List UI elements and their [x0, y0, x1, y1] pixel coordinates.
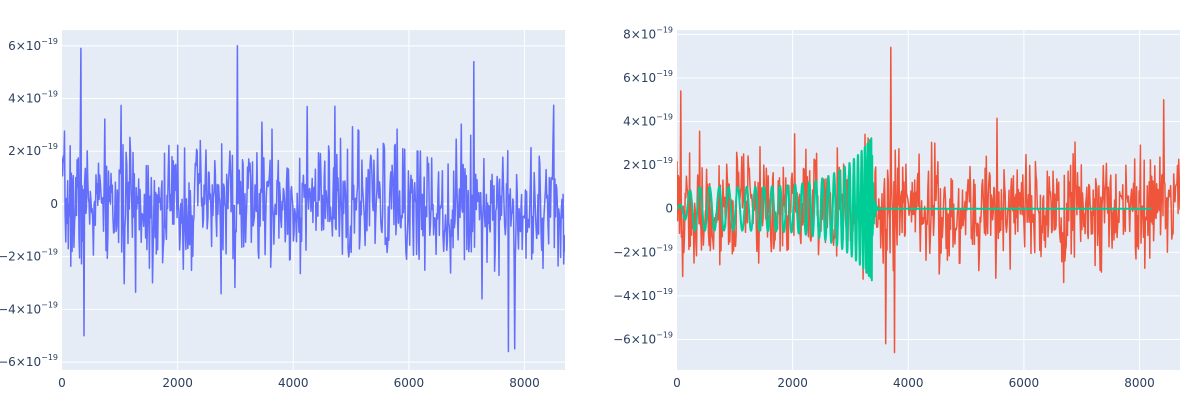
y-tick-label: −4×10−19 [613, 287, 673, 303]
y-tick-label: 6×10−19 [8, 37, 58, 53]
y-tick-label: −6×10−19 [613, 330, 673, 346]
y-tick-label: 2×10−19 [623, 156, 673, 172]
y-tick-label: 2×10−19 [8, 142, 58, 158]
y-tick-label: 4×10−19 [623, 113, 673, 129]
x-tick-label: 0 [58, 376, 66, 390]
chart-2: 0 2000 4000 6000 8000 8×10−19 6×10−19 4×10−19 2×… [613, 25, 1180, 390]
y-tick-label: −2×10−19 [613, 243, 673, 259]
x-tick-label: 4000 [278, 376, 309, 390]
x-tick-label: 2000 [162, 376, 193, 390]
y-tick-label: 0 [50, 197, 58, 211]
y-tick-label: −4×10−19 [0, 300, 58, 316]
y-tick-label: 6×10−19 [623, 69, 673, 85]
series-line-1 [62, 45, 565, 353]
x-tick-label: 0 [673, 376, 681, 390]
x-tick-label: 8000 [509, 376, 540, 390]
x-tick-label: 8000 [1124, 376, 1155, 390]
y-tick-label: 8×10−19 [623, 25, 673, 41]
y-tick-label: 4×10−19 [8, 90, 58, 106]
x-tick-label: 2000 [777, 376, 808, 390]
x-tick-label: 6000 [1009, 376, 1040, 390]
x-tick-label: 4000 [893, 376, 924, 390]
chart-1: 0 2000 4000 6000 80006×10−194×10−192×10−190−… [0, 30, 565, 390]
x-tick-label: 6000 [394, 376, 425, 390]
y-tick-label: −6×10−19 [0, 353, 58, 369]
y-tick-label: −2×10−19 [0, 248, 58, 264]
y-tick-label: 0 [665, 202, 673, 216]
series-line-2 [677, 137, 1152, 282]
